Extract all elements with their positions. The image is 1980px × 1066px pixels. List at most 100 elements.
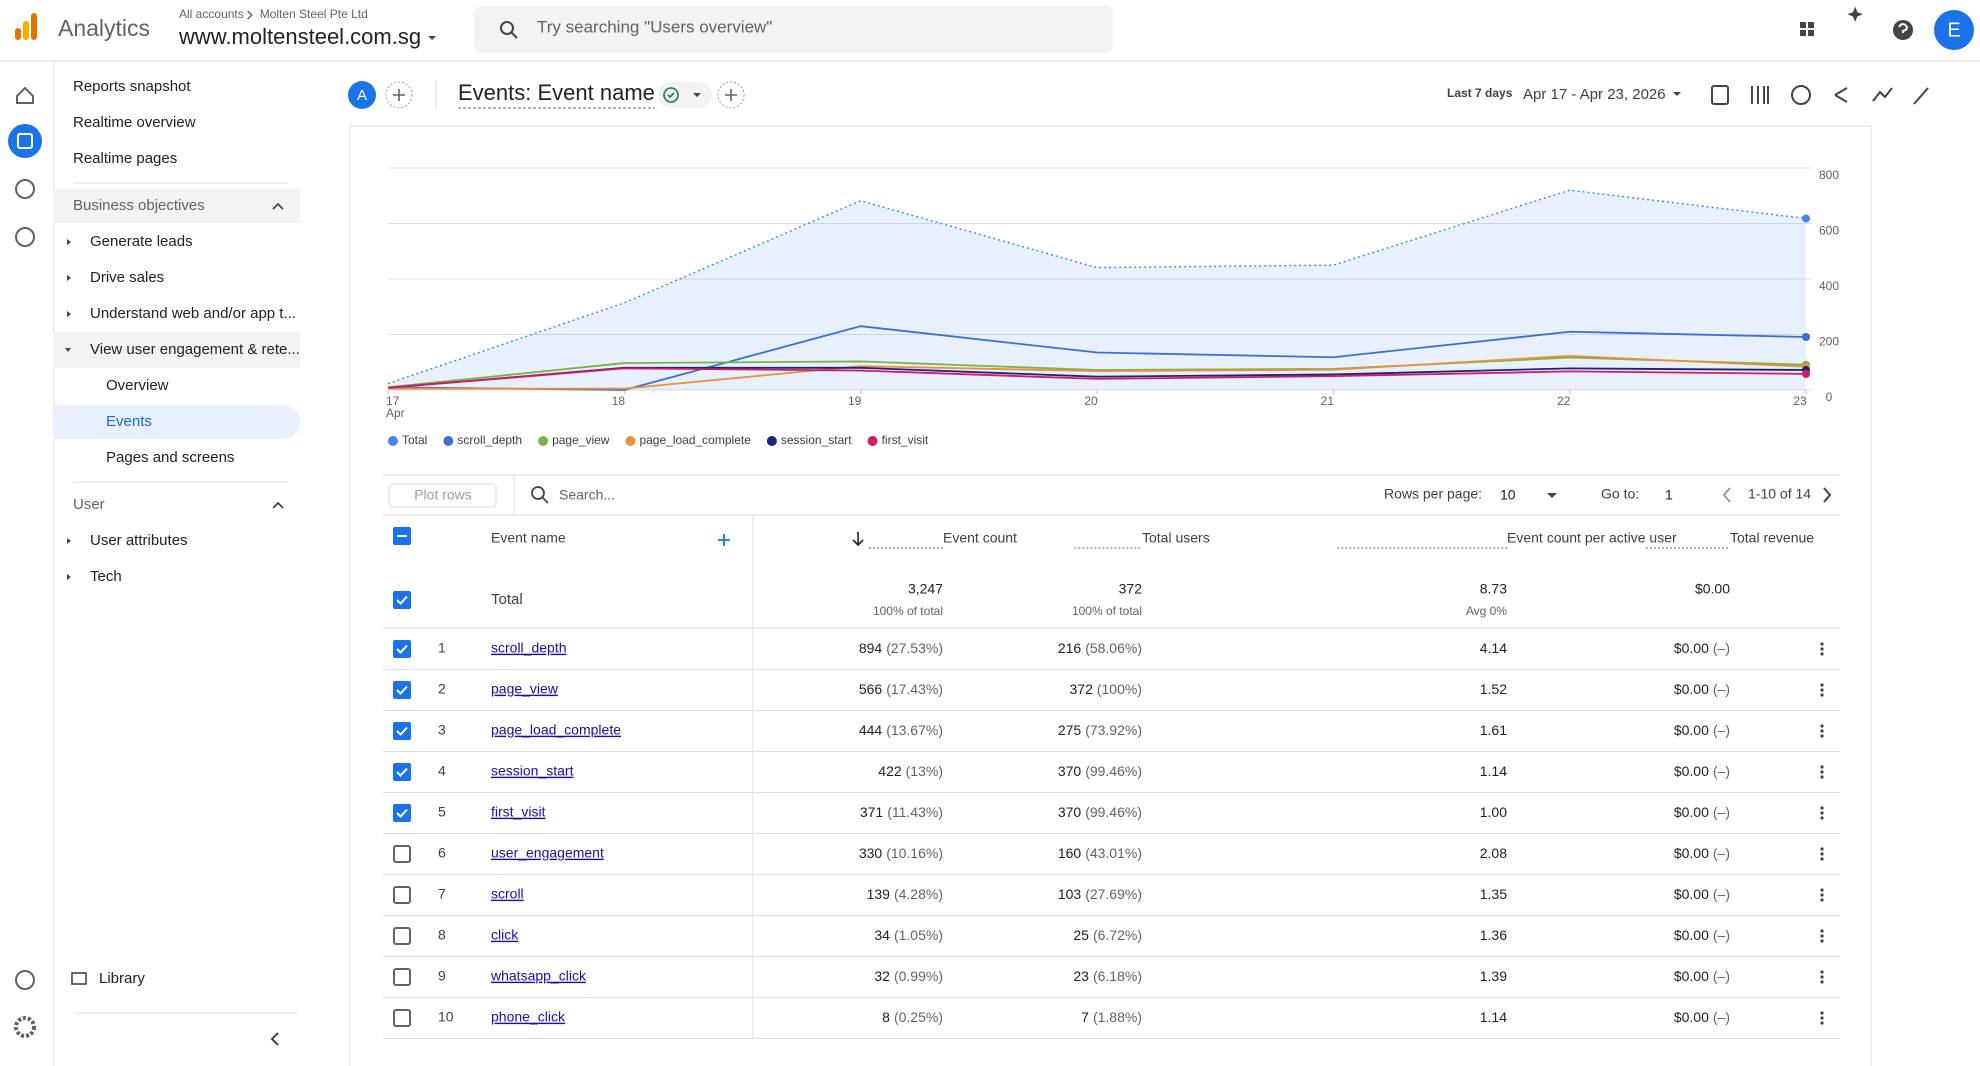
y-tick-label: 400 bbox=[1819, 279, 1839, 293]
row-menu-dot bbox=[1820, 693, 1824, 697]
legend-marker[interactable] bbox=[443, 436, 454, 446]
add-filter[interactable] bbox=[717, 81, 745, 109]
row-rank: 1 bbox=[438, 640, 446, 656]
account-name[interactable]: Molten Steel Pte Ltd bbox=[260, 7, 368, 21]
next-page[interactable] bbox=[1823, 487, 1832, 503]
home-icon[interactable] bbox=[16, 86, 34, 104]
column-header[interactable]: Total users bbox=[1142, 530, 1210, 546]
add-comparison[interactable] bbox=[385, 81, 413, 109]
row-checkbox[interactable] bbox=[393, 681, 411, 699]
rows-per-page-value[interactable]: 10 bbox=[1500, 487, 1516, 503]
event-name-link[interactable]: first_visit bbox=[491, 804, 546, 820]
column-header[interactable]: Event count per active user bbox=[1507, 530, 1677, 546]
explore-icon[interactable] bbox=[15, 179, 35, 199]
logo[interactable] bbox=[15, 13, 37, 40]
row-checkbox[interactable] bbox=[393, 927, 411, 945]
legend-marker[interactable] bbox=[766, 436, 777, 446]
row-checkbox[interactable] bbox=[393, 1009, 411, 1027]
property-name[interactable]: www.moltensteel.com.sg bbox=[178, 24, 421, 49]
row-checkbox[interactable] bbox=[393, 763, 411, 781]
event-name-link[interactable]: scroll bbox=[491, 886, 524, 902]
total-users: 275 (73.92%) bbox=[1058, 722, 1142, 738]
revenue-value: $0.00 bbox=[1674, 763, 1709, 779]
trend-icon[interactable] bbox=[1872, 87, 1893, 102]
row-checkbox[interactable] bbox=[393, 804, 411, 822]
revenue-share: (–) bbox=[1713, 968, 1730, 984]
assistant-icon[interactable] bbox=[1847, 6, 1863, 22]
event-name-link[interactable]: scroll_depth bbox=[491, 640, 567, 656]
nav-subitem[interactable]: Pages and screens bbox=[106, 449, 234, 466]
nav-item[interactable]: Reports snapshot bbox=[73, 78, 191, 95]
share-icon[interactable] bbox=[1834, 87, 1848, 103]
date-range[interactable]: Apr 17 - Apr 23, 2026 bbox=[1523, 86, 1666, 103]
advertising-icon[interactable] bbox=[15, 227, 35, 247]
row-checkbox[interactable] bbox=[393, 722, 411, 740]
row-checkbox[interactable] bbox=[393, 640, 411, 658]
annotation-icon[interactable] bbox=[1711, 85, 1729, 105]
nav-item[interactable]: User attributes bbox=[90, 532, 188, 549]
column-header[interactable]: Event count bbox=[943, 530, 1017, 546]
breadcrumb[interactable]: All accounts bbox=[179, 7, 244, 21]
total-checkbox[interactable] bbox=[393, 591, 411, 609]
title-status-chip[interactable] bbox=[658, 82, 712, 108]
nav-footer-item[interactable]: Library bbox=[99, 970, 145, 987]
legend-label[interactable]: scroll_depth bbox=[457, 433, 522, 447]
rows-per-page-label: Rows per page: bbox=[1384, 486, 1482, 502]
nav-item[interactable]: View user engagement & rete... bbox=[90, 341, 300, 358]
plot-rows-button[interactable] bbox=[388, 483, 497, 508]
nav-item[interactable]: Realtime pages bbox=[73, 150, 177, 167]
compare-icon[interactable] bbox=[1751, 86, 1769, 104]
legend-marker[interactable] bbox=[867, 436, 878, 446]
legend-marker[interactable] bbox=[388, 436, 398, 446]
edit-icon[interactable] bbox=[1913, 87, 1929, 105]
legend-label[interactable]: first_visit bbox=[882, 433, 929, 447]
legend-marker[interactable] bbox=[538, 436, 549, 446]
goto-value[interactable]: 1 bbox=[1665, 487, 1673, 503]
table-search[interactable]: Search... bbox=[559, 487, 615, 503]
breadcrumb-separator bbox=[247, 10, 253, 20]
event-name-link[interactable]: page_view bbox=[491, 681, 559, 697]
legend-label[interactable]: page_load_complete bbox=[639, 433, 751, 447]
row-checkbox[interactable] bbox=[393, 845, 411, 863]
insights-icon[interactable] bbox=[1791, 85, 1811, 105]
prev-page[interactable] bbox=[1722, 487, 1731, 503]
collapse-icon[interactable] bbox=[270, 1032, 279, 1046]
event-name-link[interactable]: user_engagement bbox=[491, 845, 604, 861]
legend-label[interactable]: session_start bbox=[781, 433, 852, 447]
nav-item[interactable]: Understand web and/or app t... bbox=[90, 305, 296, 322]
event-name-link[interactable]: click bbox=[491, 927, 519, 943]
column-header[interactable]: Total revenue bbox=[1730, 530, 1814, 546]
logo-bar bbox=[15, 28, 21, 40]
row-checkbox[interactable] bbox=[393, 968, 411, 986]
row-checkbox[interactable] bbox=[393, 886, 411, 904]
total-users: 7 (1.88%) bbox=[1081, 1009, 1142, 1025]
search-box[interactable] bbox=[474, 6, 1113, 53]
plot-rows-label: Plot rows bbox=[414, 487, 472, 503]
nav-item[interactable]: Realtime overview bbox=[73, 114, 196, 131]
nav-subitem[interactable]: Events bbox=[106, 413, 152, 430]
settings-icon[interactable] bbox=[14, 1016, 36, 1038]
legend-label[interactable]: Total bbox=[402, 433, 427, 447]
total-users-value: 372 bbox=[1070, 681, 1094, 697]
nav-section-title[interactable]: Business objectives bbox=[73, 197, 205, 214]
reports-icon[interactable] bbox=[8, 124, 42, 158]
x-tick-label: 18 bbox=[612, 394, 626, 408]
admin-check-icon[interactable] bbox=[15, 970, 35, 990]
event-name-link[interactable]: page_load_complete bbox=[491, 722, 621, 738]
event-name-link[interactable]: session_start bbox=[491, 763, 574, 779]
nav-subitem[interactable]: Overview bbox=[106, 377, 169, 394]
comparison-chip[interactable] bbox=[348, 81, 376, 109]
nav-item[interactable]: Generate leads bbox=[90, 233, 193, 250]
event-name-link[interactable]: whatsapp_click bbox=[490, 968, 587, 984]
nav-section-title[interactable]: User bbox=[73, 496, 105, 513]
row-menu-dot bbox=[1820, 1011, 1824, 1015]
per-user: 1.35 bbox=[1480, 886, 1507, 902]
date-caret[interactable] bbox=[1673, 92, 1681, 96]
avatar[interactable] bbox=[1934, 10, 1974, 50]
legend-marker[interactable] bbox=[625, 436, 636, 446]
nav-item[interactable]: Drive sales bbox=[90, 269, 164, 286]
apps-icon[interactable] bbox=[1800, 22, 1814, 36]
event-name-link[interactable]: phone_click bbox=[491, 1009, 566, 1025]
nav-item[interactable]: Tech bbox=[90, 568, 122, 585]
legend-label[interactable]: page_view bbox=[552, 433, 610, 447]
